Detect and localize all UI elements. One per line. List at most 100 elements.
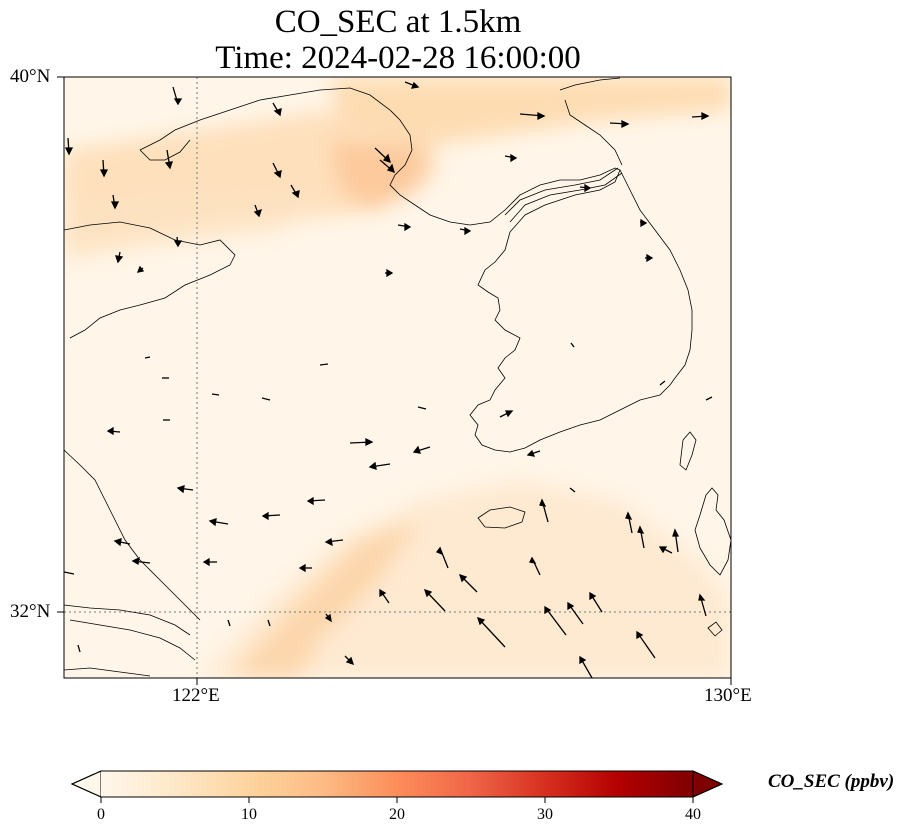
- map-title: CO_SEC at 1.5km: [274, 4, 522, 40]
- wind-arrowhead: [253, 208, 263, 218]
- coast-small-island: [707, 621, 723, 637]
- wind-arrowhead: [115, 255, 124, 264]
- wind-arrowhead: [544, 605, 552, 615]
- wind-arrowhead: [324, 537, 333, 547]
- gridlines: [64, 77, 731, 678]
- plume-southwest: [230, 520, 420, 678]
- lat-label-40n: 40°N: [10, 66, 51, 87]
- coast-jeju: [477, 506, 526, 529]
- wind-arrowhead: [529, 556, 537, 564]
- coast-yalu-2: [509, 172, 623, 223]
- colorbar-ticks: [100, 797, 694, 803]
- lon-label-130e: 130°E: [704, 685, 752, 706]
- co-sec-plumes: [64, 77, 731, 678]
- wind-arrowhead: [637, 525, 645, 534]
- wind-arrowhead: [110, 201, 120, 210]
- wind-arrowhead: [273, 108, 282, 117]
- wind-arrowhead: [306, 496, 314, 506]
- wind-arrowhead: [584, 183, 592, 193]
- wind-arrowhead: [505, 410, 514, 418]
- coast-shandong: [64, 221, 236, 339]
- coast-northeast: [559, 77, 621, 91]
- colorbar-tick-label: 30: [537, 806, 553, 823]
- coastlines: [64, 77, 731, 677]
- wind-arrowhead: [423, 588, 433, 598]
- wind-arrowhead: [261, 511, 269, 521]
- wind-arrowhead: [382, 153, 391, 164]
- colorbar-tick-label: 0: [97, 806, 105, 823]
- wind-arrowhead: [164, 161, 173, 170]
- wind-arrowhead: [324, 613, 332, 623]
- coast-korea-east: [619, 169, 693, 386]
- wind-arrowhead: [646, 253, 654, 263]
- colorbar-tick-label: 20: [389, 806, 405, 823]
- wind-arrow: [705, 396, 713, 401]
- wind-arrow: [570, 342, 575, 348]
- wind-arrow: [267, 619, 271, 627]
- wind-arrow: [477, 617, 506, 648]
- plume-band-two: [64, 190, 330, 260]
- wind-arrowhead: [173, 240, 183, 248]
- wind-arrowhead: [537, 111, 546, 121]
- coast-yangtze-south: [69, 619, 196, 661]
- wind-arrowhead: [298, 563, 306, 573]
- coast-jiangsu: [64, 449, 201, 621]
- wind-arrow: [319, 363, 329, 366]
- wind-arrowhead: [136, 265, 145, 273]
- wind-arrowhead: [202, 557, 210, 567]
- wind-vectors: [64, 81, 731, 678]
- wind-arrowhead: [291, 190, 300, 199]
- lon-label-122e: 122°E: [172, 685, 220, 706]
- coast-tsushima: [679, 431, 697, 471]
- coast-kyushu: [694, 487, 731, 576]
- coast-korea-west: [469, 231, 671, 453]
- wind-arrow: [659, 380, 666, 386]
- wind-arrowhead: [173, 98, 183, 106]
- coast-yangtze-north: [64, 604, 191, 636]
- wind-arrowhead: [539, 498, 547, 507]
- wind-arrowhead: [701, 111, 710, 121]
- wind-arrowhead: [658, 546, 668, 554]
- wind-arrow: [261, 397, 271, 401]
- wind-arrowhead: [273, 170, 282, 179]
- coast-yalu-1: [504, 167, 619, 216]
- wind-arrowhead: [636, 630, 644, 640]
- wind-arrowhead: [640, 218, 648, 228]
- wind-arrowhead: [99, 169, 109, 178]
- wind-arrowhead: [410, 81, 420, 89]
- wind-arrowhead: [208, 518, 217, 527]
- wind-arrowhead: [176, 485, 185, 494]
- wind-arrowhead: [64, 147, 74, 156]
- colorbar-tick-label: 10: [241, 806, 257, 823]
- colorbar-extend-min: [70, 770, 102, 798]
- axis-ticks: [57, 76, 732, 685]
- map-time-subtitle: Time: 2024-02-28 16:00:00: [215, 40, 581, 76]
- wind-arrow: [211, 393, 220, 396]
- wind-arrowhead: [345, 656, 355, 666]
- wind-arrowhead: [621, 119, 630, 129]
- coast-northeast-2: [564, 99, 623, 166]
- wind-arrowhead: [526, 449, 536, 457]
- wind-arrowhead: [672, 528, 680, 537]
- wind-arrowhead: [579, 655, 587, 665]
- wind-arrowhead: [567, 601, 575, 611]
- wind-arrowhead: [476, 616, 486, 626]
- plume-core: [330, 140, 430, 210]
- wind-arrowhead: [113, 538, 122, 547]
- map-plot: [57, 76, 732, 685]
- wind-arrowhead: [589, 591, 597, 601]
- wind-arrowhead: [698, 593, 706, 601]
- wind-arrowhead: [625, 511, 633, 520]
- wind-arrowhead: [386, 163, 395, 174]
- plume-north: [330, 77, 731, 150]
- wind-arrowhead: [106, 426, 114, 436]
- wind-arrow: [77, 644, 81, 653]
- wind-arrowhead: [368, 461, 377, 470]
- colorbar-gradient: [101, 771, 693, 797]
- wind-arrowhead: [510, 153, 518, 163]
- colorbar: [70, 770, 724, 803]
- plume-south: [200, 480, 731, 678]
- map-frame: [63, 76, 732, 679]
- wind-arrowhead: [435, 546, 444, 556]
- wind-arrowhead: [404, 222, 412, 232]
